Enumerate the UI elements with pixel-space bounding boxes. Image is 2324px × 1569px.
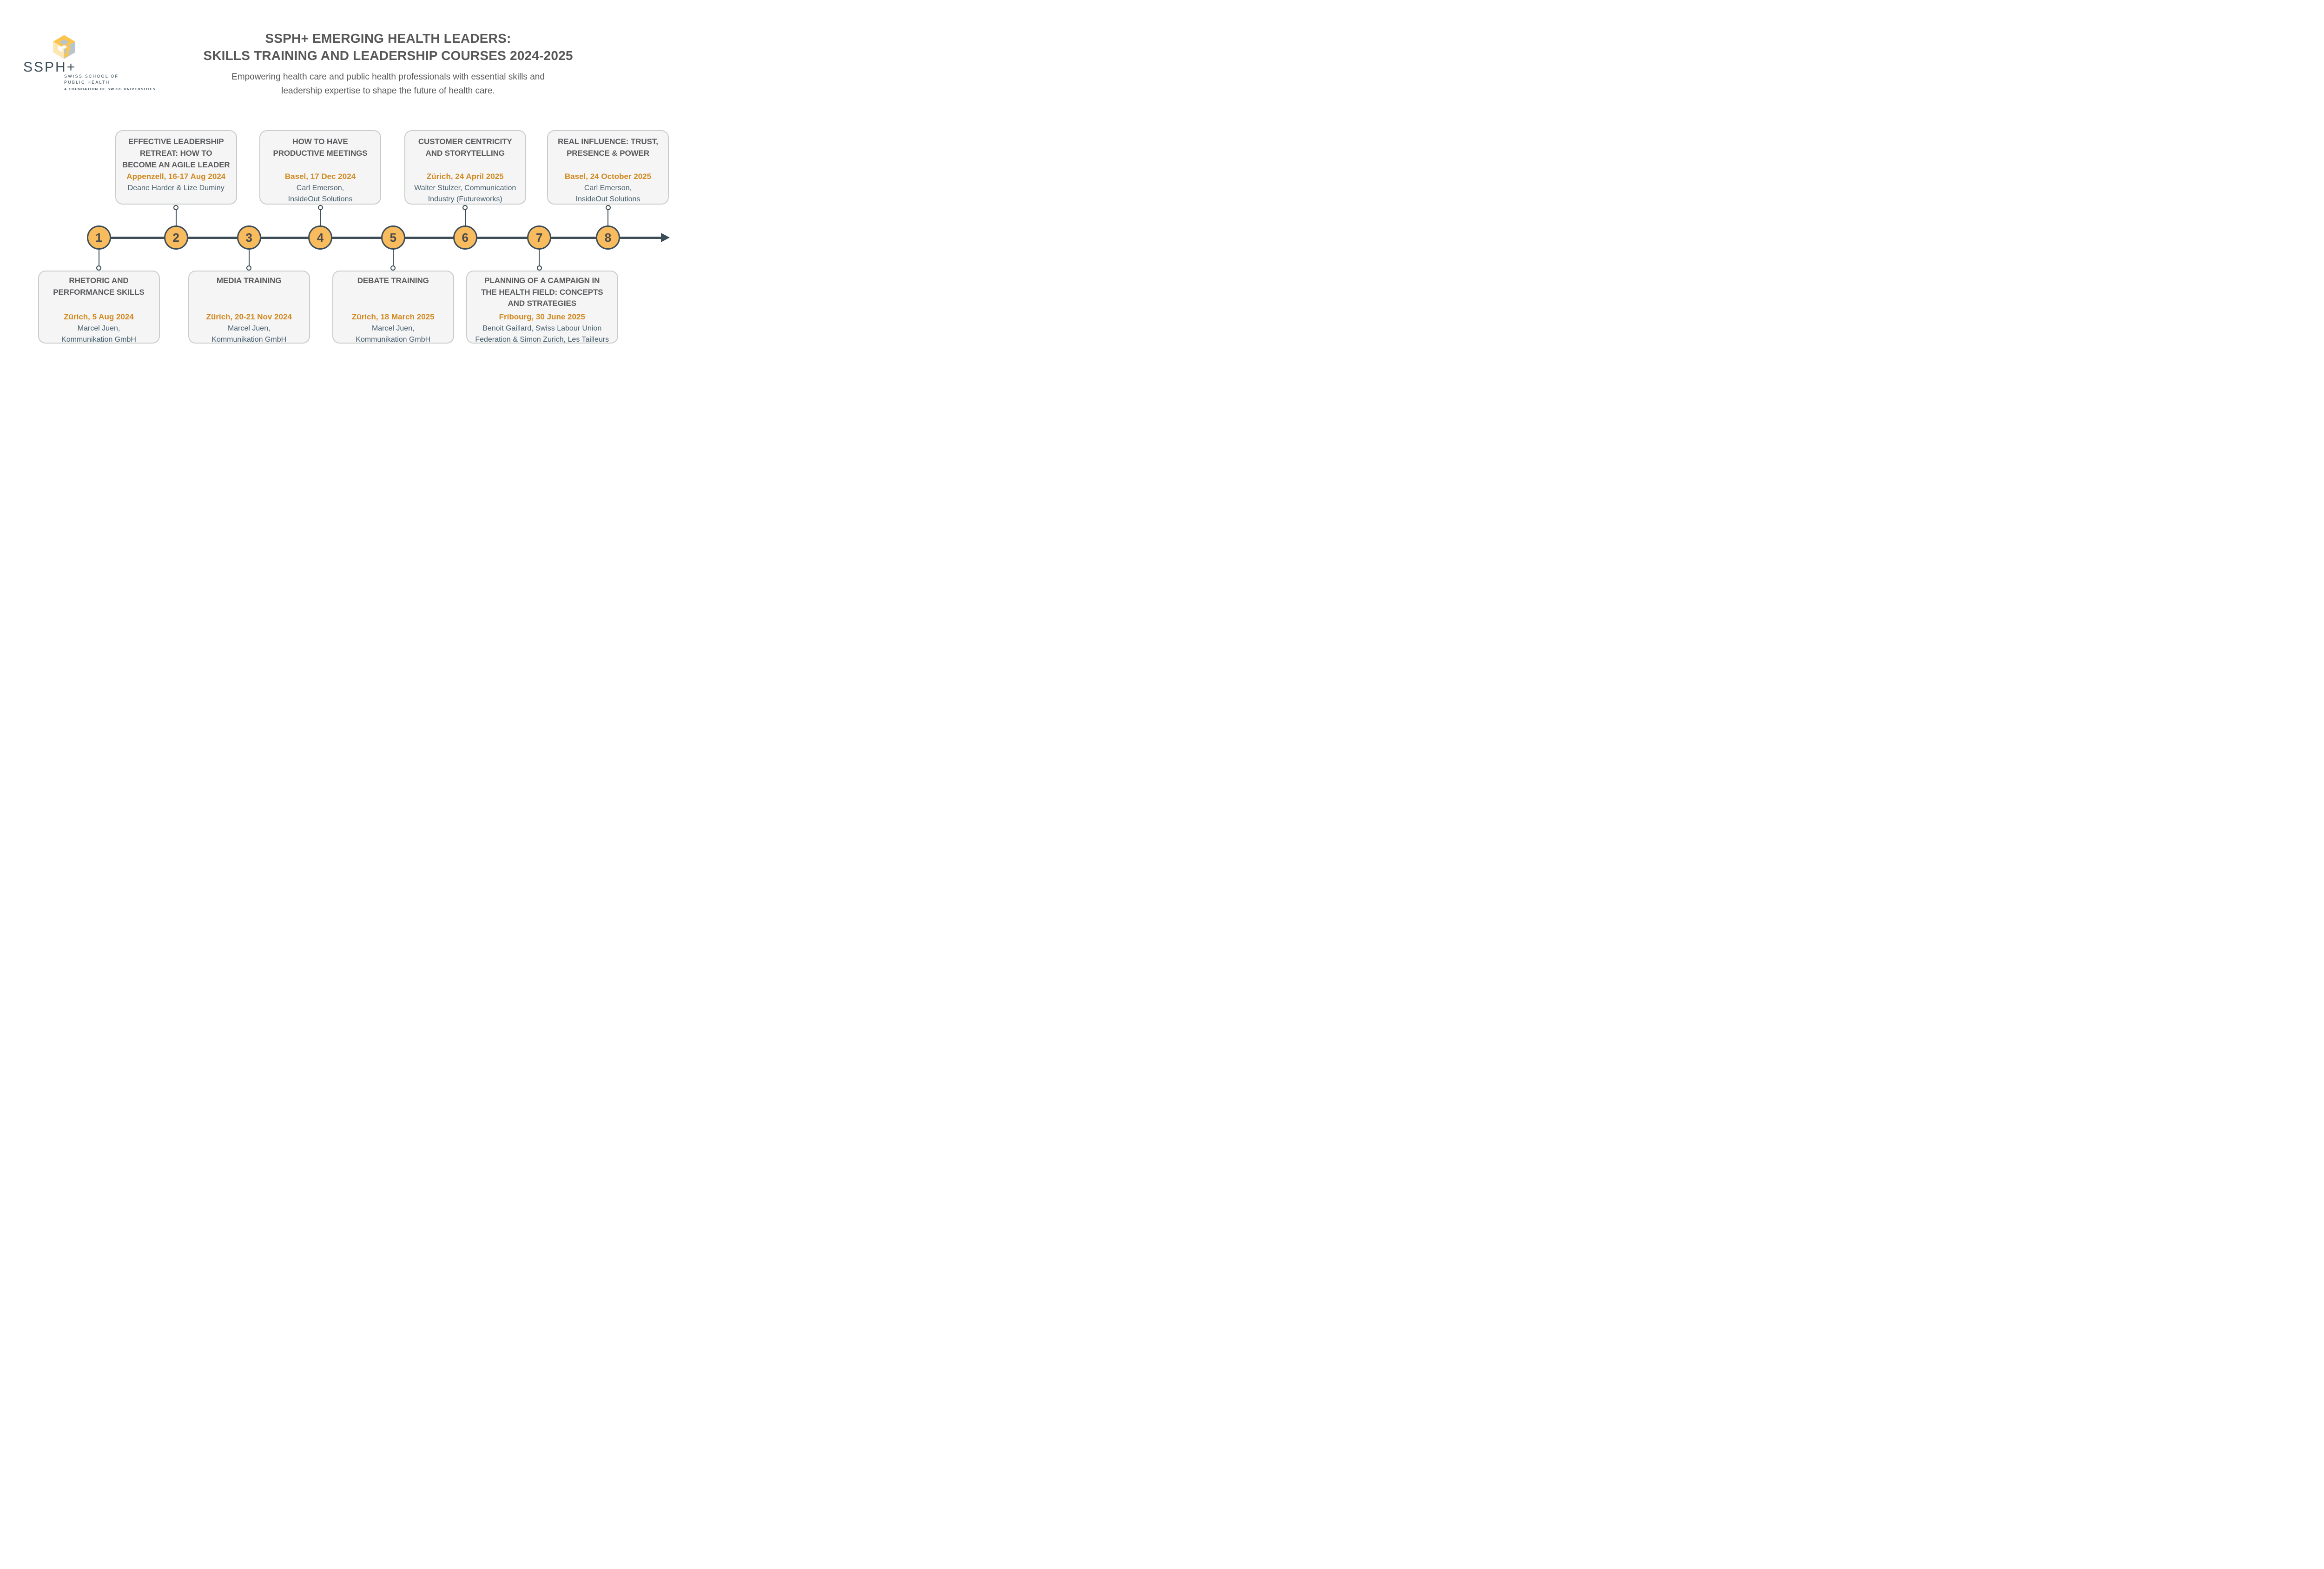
event-card-details: Basel, 24 October 2025 Carl Emerson, Insi… (551, 171, 665, 205)
event-connector (539, 250, 540, 265)
event-card-title: DEBATE TRAINING (357, 276, 429, 285)
event-card-details: Zürich, 18 March 2025 Marcel Juen, Kommun… (336, 311, 450, 345)
event-number: 4 (317, 231, 324, 245)
event-card-speaker: Carl Emerson, InsideOut Solutions (288, 184, 353, 203)
event-card-title: MEDIA TRAINING (216, 276, 282, 285)
event-circle-4: 4 (308, 225, 332, 250)
event-connector-ring (96, 265, 101, 271)
event-card-details: Zürich, 5 Aug 2024 Marcel Juen, Kommunika… (42, 311, 156, 345)
event-card-3: MEDIA TRAINING Zürich, 20-21 Nov 2024 Marc… (188, 271, 310, 344)
timeline-axis (99, 237, 662, 239)
event-circle-6: 6 (453, 225, 477, 250)
event-card-date: Zürich, 5 Aug 2024 (64, 312, 134, 321)
event-circle-5: 5 (381, 225, 405, 250)
page-subtitle: Empowering health care and public health… (231, 72, 545, 96)
event-connector (320, 210, 321, 225)
event-card-date: Basel, 24 October 2025 (564, 172, 652, 181)
event-connector (392, 250, 394, 265)
event-connector-ring (173, 205, 179, 210)
event-card-title: PLANNING OF A CAMPAIGN IN THE HEALTH FIE… (481, 276, 603, 308)
logo-brand-text: SSPH+ (23, 60, 77, 75)
event-card-speaker: Marcel Juen, Kommunikation GmbH (356, 324, 431, 344)
ssph-logo: SSPH+ SWISS SCHOOL OF PUBLIC HEALTH A FO… (23, 31, 172, 96)
infographic-canvas: SSPH+ SWISS SCHOOL OF PUBLIC HEALTH A FO… (0, 0, 697, 392)
event-card-date: Zürich, 20-21 Nov 2024 (206, 312, 292, 321)
event-circle-3: 3 (237, 225, 261, 250)
event-card-date: Zürich, 18 March 2025 (351, 312, 435, 321)
event-card-title: CUSTOMER CENTRICITY AND STORYTELLING (418, 137, 512, 158)
event-card-title: RHETORIC AND PERFORMANCE SKILLS (53, 276, 145, 297)
timeline-arrowhead-icon (661, 233, 670, 242)
event-connector-ring (462, 205, 468, 210)
event-card-2: EFFECTIVE LEADERSHIP RETREAT: HOW TO BEC… (115, 130, 237, 205)
event-card-1: RHETORIC AND PERFORMANCE SKILLS Zürich, 5… (38, 271, 160, 344)
event-connector (175, 210, 177, 225)
event-card-date: Basel, 17 Dec 2024 (284, 172, 356, 181)
event-connector-ring (317, 205, 323, 210)
event-circle-1: 1 (86, 225, 111, 250)
event-card-details: Zürich, 20-21 Nov 2024 Marcel Juen, Kommu… (192, 311, 306, 345)
event-card-title: HOW TO HAVE PRODUCTIVE MEETINGS (273, 137, 368, 158)
logo-school-name: SWISS SCHOOL OF PUBLIC HEALTH (64, 74, 119, 85)
event-number: 2 (172, 231, 179, 245)
event-card-speaker: Marcel Juen, Kommunikation GmbH (61, 324, 136, 344)
event-card-date: Fribourg, 30 June 2025 (499, 312, 585, 321)
event-card-6: CUSTOMER CENTRICITY AND STORYTELLING Züri… (404, 130, 526, 205)
event-connector-ring (390, 265, 396, 271)
event-number: 1 (95, 231, 102, 245)
event-card-speaker: Walter Stulzer, Communication Industry (… (414, 184, 516, 203)
event-connector (607, 210, 608, 225)
event-card-details: Zürich, 24 April 2025 Walter Stulzer, Com… (408, 171, 522, 205)
event-card-date: Zürich, 24 April 2025 (426, 172, 504, 181)
event-circle-7: 7 (527, 225, 552, 250)
event-card-5: DEBATE TRAINING Zürich, 18 March 2025 Marc… (332, 271, 454, 344)
event-card-4: HOW TO HAVE PRODUCTIVE MEETINGS Basel, 17… (259, 130, 381, 205)
event-card-speaker: Benoit Gaillard, Swiss Labour Union Fede… (475, 324, 609, 344)
event-number: 6 (462, 231, 469, 245)
event-card-speaker: Carl Emerson, InsideOut Solutions (575, 184, 640, 203)
event-card-title: EFFECTIVE LEADERSHIP RETREAT: HOW TO BEC… (122, 137, 230, 169)
event-circle-2: 2 (164, 225, 188, 250)
event-number: 5 (390, 231, 396, 245)
event-card-details: Fribourg, 30 June 2025 Benoit Gaillard, S… (470, 311, 614, 345)
event-number: 8 (604, 231, 612, 245)
event-card-7: PLANNING OF A CAMPAIGN IN THE HEALTH FIE… (466, 271, 618, 344)
event-number: 7 (536, 231, 543, 245)
event-connector (248, 250, 250, 265)
ssph-cube-icon (53, 35, 75, 59)
page-title: SSPH+ EMERGING HEALTH LEADERS: SKILLS TR… (203, 31, 573, 63)
event-card-date: Appenzell, 16-17 Aug 2024 (126, 172, 226, 181)
event-connector-ring (605, 205, 611, 210)
event-card-8: REAL INFLUENCE: TRUST, PRESENCE & POWER B… (547, 130, 669, 205)
event-card-speaker: Marcel Juen, Kommunikation GmbH (211, 324, 287, 344)
event-card-title: REAL INFLUENCE: TRUST, PRESENCE & POWER (558, 137, 658, 158)
event-connector (464, 210, 466, 225)
event-number: 3 (245, 231, 252, 245)
event-connector-ring (536, 265, 542, 271)
event-circle-8: 8 (596, 225, 620, 250)
event-card-speaker: Deane Harder & Lize Duminy (127, 184, 224, 192)
event-connector-ring (246, 265, 252, 271)
event-card-details: Basel, 17 Dec 2024 Carl Emerson, InsideOu… (263, 171, 377, 205)
logo-tagline: A FOUNDATION OF SWISS UNIVERSITIES (64, 87, 156, 91)
event-card-details: Appenzell, 16-17 Aug 2024 Deane Harder & … (119, 171, 233, 194)
